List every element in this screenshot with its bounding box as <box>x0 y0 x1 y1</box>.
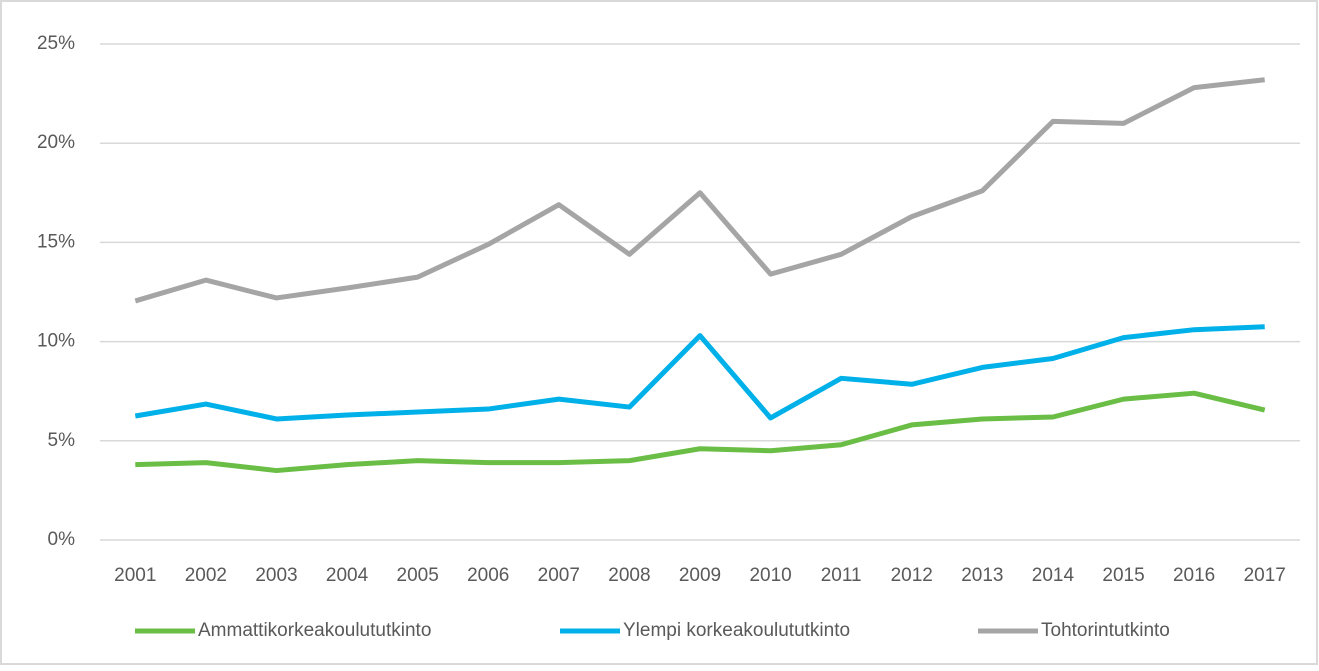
x-tick-label: 2015 <box>1102 565 1144 586</box>
x-tick-label: 2011 <box>821 565 862 586</box>
y-tick-label: 25% <box>37 33 75 54</box>
y-tick-label: 5% <box>48 430 76 451</box>
x-tick-label: 2012 <box>891 565 933 586</box>
x-tick-label: 2014 <box>1032 565 1075 586</box>
y-tick-label: 10% <box>37 331 75 352</box>
series-line <box>135 390 1266 474</box>
legend-label: Ammattikorkeakoulututkinto <box>198 620 431 641</box>
x-tick-label: 2004 <box>326 565 369 586</box>
x-tick-label: 2007 <box>538 565 580 586</box>
y-tick-label: 0% <box>48 529 76 550</box>
y-tick-label: 15% <box>37 231 75 252</box>
x-tick-label: 2002 <box>185 565 227 586</box>
x-tick-label: 2016 <box>1173 565 1215 586</box>
legend-label: Ylempi korkeakoulututkinto <box>623 620 850 641</box>
series-line <box>134 324 1265 422</box>
legend-label: Tohtorintutkinto <box>1041 620 1170 641</box>
x-tick-label: 2017 <box>1244 565 1286 586</box>
x-tick-label: 2005 <box>397 565 439 586</box>
x-tick-label: 2006 <box>467 565 509 586</box>
x-tick-label: 2010 <box>749 565 791 586</box>
x-tick-label: 2008 <box>608 565 650 586</box>
series-line <box>134 77 1265 304</box>
y-tick-label: 20% <box>37 132 75 153</box>
x-tick-label: 2013 <box>961 565 1003 586</box>
x-tick-label: 2003 <box>255 565 297 586</box>
x-tick-label: 2001 <box>114 565 156 586</box>
x-tick-label: 2009 <box>679 565 721 586</box>
